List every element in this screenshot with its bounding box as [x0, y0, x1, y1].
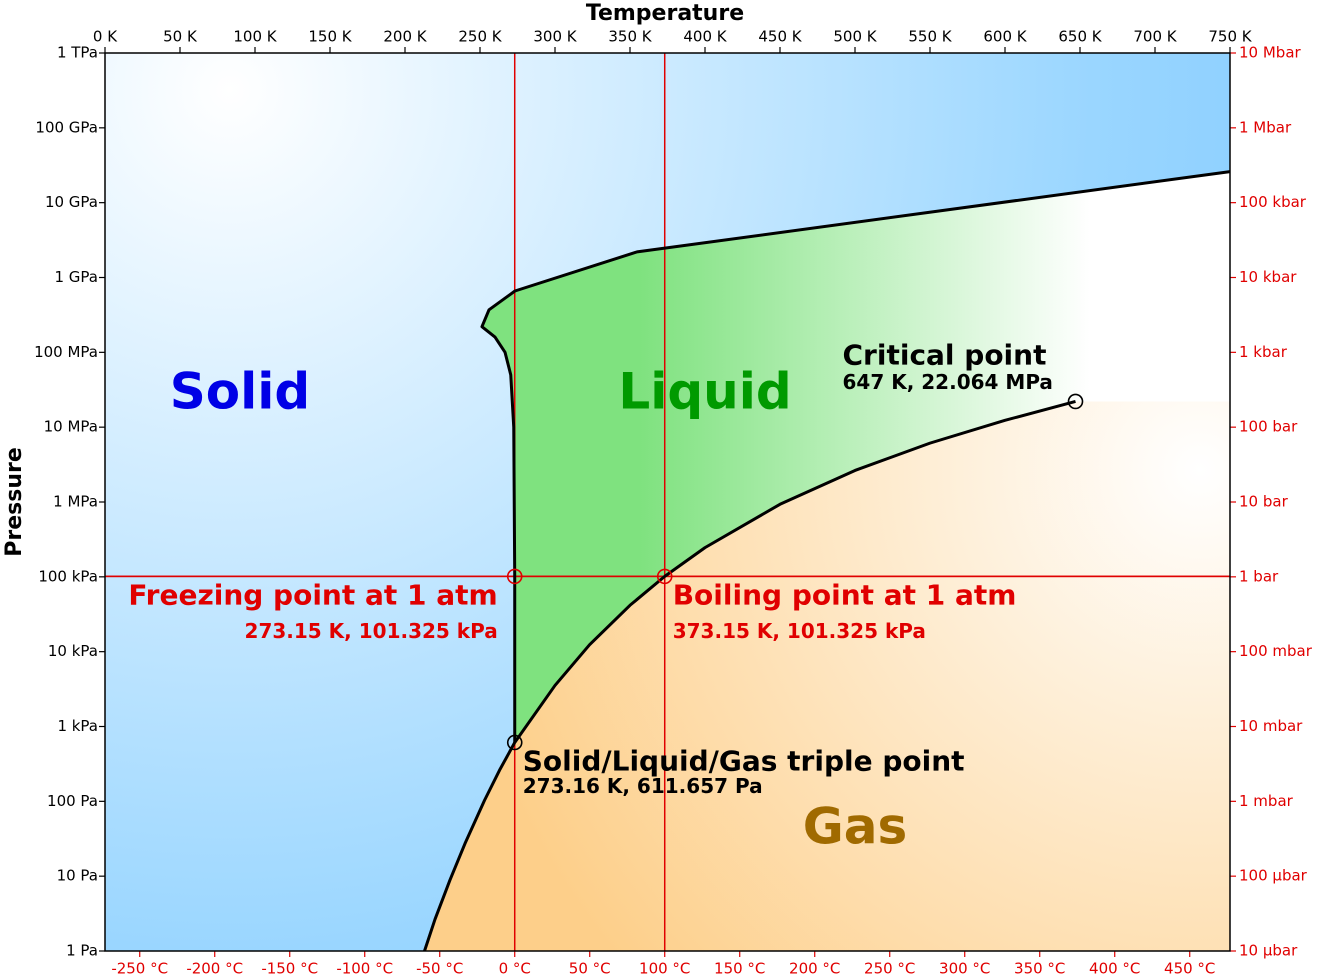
point-detail: 647 K, 22.064 MPa — [843, 370, 1053, 394]
y-tick-label: 100 MPa — [34, 343, 98, 361]
x-tick-label: 50 K — [163, 28, 198, 46]
x-tick-label: 650 K — [1058, 28, 1102, 46]
y2-tick-label: 1 kbar — [1239, 343, 1288, 361]
x-tick-label: 600 K — [983, 28, 1027, 46]
x2-tick-label: -200 °C — [186, 960, 243, 977]
point-marker — [656, 568, 673, 585]
y2-tick-label: 100 mbar — [1239, 642, 1313, 660]
y-axis-title: Pressure — [2, 447, 27, 557]
phase-boundary — [423, 741, 517, 952]
x2-tick-label: 450 °C — [1164, 960, 1215, 977]
point-name: Critical point — [843, 338, 1047, 371]
x-tick-label: 0 K — [93, 28, 118, 46]
x-tick-label: 100 K — [233, 28, 277, 46]
x2-tick-label: 300 °C — [939, 960, 990, 977]
y-tick-label: 10 Pa — [57, 867, 98, 885]
plot-frame — [104, 52, 1231, 952]
point-marker — [1067, 393, 1084, 410]
y2-tick-label: 1 Mbar — [1239, 118, 1292, 136]
x-tick-label: 350 K — [608, 28, 652, 46]
y-tick-label: 1 GPa — [55, 268, 99, 286]
y-tick-label: 10 kPa — [48, 642, 98, 660]
x-tick-label: 200 K — [383, 28, 427, 46]
x2-tick-label: 250 °C — [864, 960, 915, 977]
x-tick-label: 750 K — [1208, 28, 1252, 46]
y2-tick-label: 100 kbar — [1239, 193, 1307, 211]
y-tick-label: 10 GPa — [45, 193, 98, 211]
x2-tick-label: -150 °C — [261, 960, 318, 977]
x2-tick-label: 350 °C — [1014, 960, 1065, 977]
y2-tick-label: 1 bar — [1239, 567, 1279, 585]
x-tick-label: 150 K — [308, 28, 352, 46]
region-label: Liquid — [618, 363, 791, 421]
y-tick-label: 100 kPa — [38, 567, 98, 585]
x2-tick-label: -250 °C — [111, 960, 168, 977]
x-tick-label: 450 K — [758, 28, 802, 46]
phase-boundary — [480, 170, 1231, 743]
y-tick-label: 1 MPa — [53, 493, 98, 511]
y2-tick-label: 10 Mbar — [1239, 44, 1302, 62]
region-label: Solid — [170, 363, 310, 421]
x2-tick-label: 50 °C — [569, 960, 611, 977]
x2-tick-label: 0 °C — [499, 960, 531, 977]
x-tick-label: 500 K — [833, 28, 877, 46]
x2-tick-label: 400 °C — [1089, 960, 1140, 977]
y-tick-label: 1 kPa — [57, 717, 98, 735]
x-tick-label: 550 K — [908, 28, 952, 46]
point-marker — [506, 568, 523, 585]
y2-tick-label: 10 bar — [1239, 493, 1289, 511]
x2-tick-label: 200 °C — [789, 960, 840, 977]
region-label: Gas — [803, 798, 908, 856]
y-tick-label: 100 GPa — [35, 118, 98, 136]
point-detail: 273.15 K, 101.325 kPa — [245, 619, 498, 643]
y-tick-label: 1 Pa — [66, 942, 98, 960]
y2-tick-label: 100 bar — [1239, 418, 1298, 436]
point-name: Freezing point at 1 atm — [128, 578, 497, 611]
x2-tick-label: 100 °C — [639, 960, 690, 977]
x2-tick-label: -100 °C — [336, 960, 393, 977]
y2-tick-label: 10 mbar — [1239, 717, 1303, 735]
y-tick-label: 10 MPa — [44, 418, 98, 436]
y2-tick-label: 10 µbar — [1239, 942, 1298, 960]
point-name: Boiling point at 1 atm — [673, 578, 1017, 611]
y2-tick-label: 100 µbar — [1239, 867, 1308, 885]
y2-tick-label: 10 kbar — [1239, 268, 1297, 286]
x2-tick-label: 150 °C — [714, 960, 765, 977]
x-axis-title: Temperature — [586, 1, 744, 26]
y-tick-label: 100 Pa — [47, 792, 98, 810]
point-marker — [506, 734, 523, 751]
point-detail: 373.15 K, 101.325 kPa — [673, 619, 926, 643]
y2-tick-label: 1 mbar — [1239, 792, 1294, 810]
gas-region — [424, 401, 1230, 951]
point-name: Solid/Liquid/Gas triple point — [523, 744, 965, 777]
x2-tick-label: -50 °C — [416, 960, 463, 977]
point-detail: 273.16 K, 611.657 Pa — [523, 774, 763, 798]
x-tick-label: 700 K — [1133, 28, 1177, 46]
x-tick-label: 250 K — [458, 28, 502, 46]
phase-boundary — [513, 399, 1076, 744]
x-tick-label: 400 K — [683, 28, 727, 46]
x-tick-label: 300 K — [533, 28, 577, 46]
y-tick-label: 1 TPa — [57, 44, 98, 62]
